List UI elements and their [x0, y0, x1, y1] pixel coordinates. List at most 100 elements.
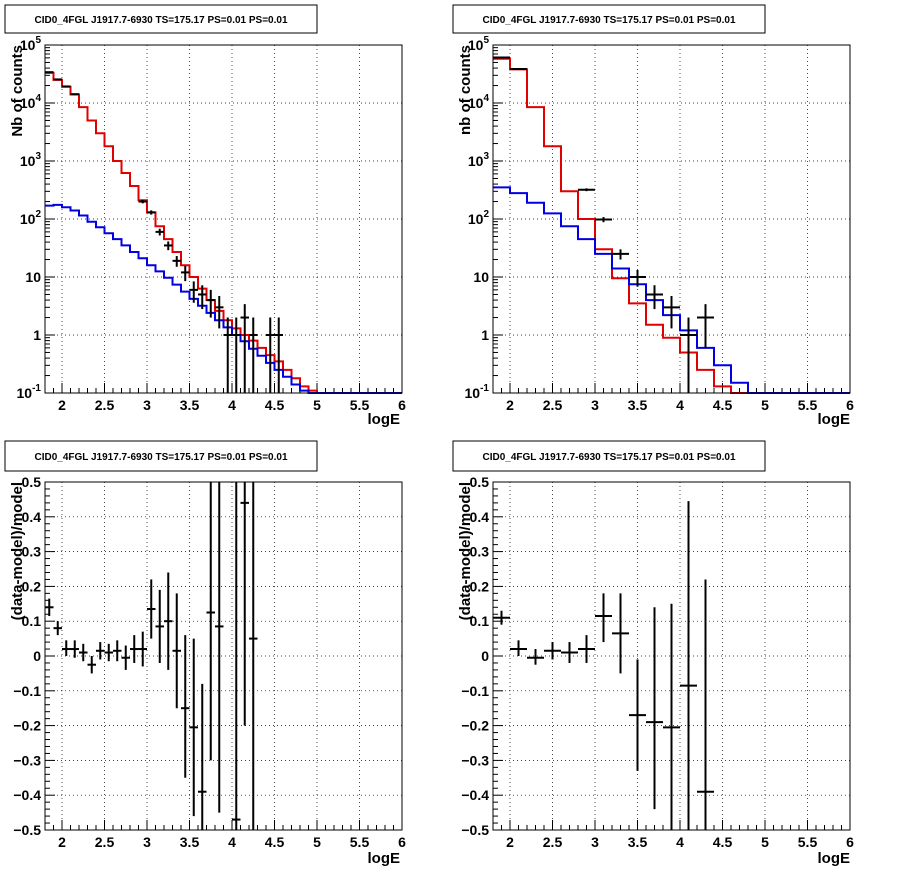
data-point — [79, 643, 88, 662]
x-tick-label: 3 — [591, 397, 599, 413]
data-point — [138, 631, 147, 667]
x-tick-label: 6 — [398, 834, 406, 850]
data-point — [527, 649, 544, 665]
x-axis-title: logE — [368, 411, 401, 428]
data-point — [113, 640, 122, 662]
title-box — [452, 440, 766, 472]
chart-title: CID0_4FGL J1917.7-6930 TS=175.17 PS=0.01… — [482, 452, 735, 463]
x-tick-label: 4.5 — [265, 834, 285, 850]
chart-title: CID0_4FGL J1917.7-6930 TS=175.17 PS=0.01… — [34, 15, 287, 26]
y-tick-label: 102 — [468, 209, 490, 227]
data-point — [223, 317, 232, 393]
data-point — [206, 289, 215, 318]
data-point — [697, 304, 714, 348]
x-tick-label: 2.5 — [95, 397, 115, 413]
y-tick-label: 103 — [20, 151, 42, 169]
y-tick-label: 10 — [25, 269, 41, 285]
y-tick-label: −0.4 — [13, 787, 41, 803]
x-tick-label: 5 — [761, 834, 769, 850]
data-point — [121, 645, 130, 670]
data-point — [646, 607, 663, 810]
data-point — [595, 593, 612, 643]
data-point — [510, 68, 527, 71]
y-tick-label: 10-1 — [17, 383, 42, 401]
x-tick-label: 4.5 — [713, 397, 733, 413]
title-box — [4, 440, 318, 472]
y-tick-label: −0.3 — [461, 752, 489, 768]
y-axis-title: (data-model)/model — [9, 482, 26, 620]
x-axis-title: logE — [818, 411, 851, 428]
data-point — [164, 572, 173, 670]
chart-title: CID0_4FGL J1917.7-6930 TS=175.17 PS=0.01… — [482, 15, 735, 26]
y-tick-label: 0.2 — [470, 578, 490, 594]
data-point — [172, 593, 181, 709]
data-point — [70, 640, 79, 658]
x-tick-label: 6 — [846, 834, 854, 850]
data-point — [138, 199, 147, 204]
data-point — [646, 285, 663, 310]
y-tick-label: 0.4 — [22, 509, 42, 525]
y-tick-label: −0.1 — [13, 683, 41, 699]
data-point — [232, 317, 241, 393]
data-point — [62, 640, 71, 656]
data-point — [70, 93, 79, 96]
model-step-line-source — [493, 186, 850, 394]
data-point — [206, 482, 215, 761]
data-point — [96, 642, 105, 660]
x-tick-label: 3.5 — [628, 834, 648, 850]
x-axis-title: logE — [368, 850, 401, 867]
data-point — [130, 635, 139, 663]
y-tick-label: 105 — [468, 35, 490, 53]
y-tick-label: 0.2 — [22, 578, 42, 594]
y-tick-label: 10 — [473, 269, 489, 285]
data-point — [147, 579, 156, 639]
x-tick-label: 2 — [506, 834, 514, 850]
y-tick-label: 104 — [468, 93, 490, 111]
data-point — [87, 656, 96, 674]
data-point — [493, 610, 510, 625]
data-point — [147, 210, 156, 215]
y-tick-label: −0.4 — [461, 787, 489, 803]
data-point — [198, 285, 207, 310]
data-point — [266, 317, 275, 393]
data-point — [181, 635, 190, 778]
y-tick-label: −0.1 — [461, 683, 489, 699]
y-tick-label: −0.5 — [461, 822, 489, 838]
data-point — [629, 659, 646, 771]
x-tick-label: 5.5 — [350, 834, 370, 850]
data-point — [663, 603, 680, 830]
x-tick-label: 5.5 — [798, 397, 818, 413]
x-tick-label: 2 — [506, 397, 514, 413]
data-point — [104, 643, 113, 662]
x-tick-label: 3 — [591, 834, 599, 850]
y-tick-label: 102 — [20, 209, 42, 227]
x-tick-label: 3.5 — [180, 397, 200, 413]
y-tick-label: 1 — [33, 327, 41, 343]
y-tick-label: 0.5 — [22, 474, 42, 490]
x-tick-label: 3 — [143, 834, 151, 850]
chart-panel-p2: CID0_4FGL J1917.7-6930 TS=175.17 PS=0.01… — [452, 4, 854, 428]
data-point — [561, 642, 578, 663]
y-tick-label: 10-1 — [465, 383, 490, 401]
x-tick-label: 4 — [228, 834, 236, 850]
plot-frame — [492, 44, 851, 394]
data-point — [155, 228, 164, 236]
y-tick-label: 0.5 — [470, 474, 490, 490]
y-tick-label: −0.5 — [13, 822, 41, 838]
data-point — [680, 501, 697, 830]
x-tick-label: 5 — [313, 834, 321, 850]
plot-frame — [492, 481, 851, 831]
data-point — [164, 241, 173, 251]
chart-panel-p1: CID0_4FGL J1917.7-6930 TS=175.17 PS=0.01… — [4, 4, 406, 428]
data-point — [232, 482, 241, 830]
data-point — [612, 593, 629, 674]
data-point — [544, 642, 561, 660]
plot-frame — [44, 44, 403, 394]
x-tick-label: 2.5 — [95, 834, 115, 850]
x-tick-label: 4 — [676, 834, 684, 850]
x-tick-label: 5.5 — [798, 834, 818, 850]
data-point — [198, 683, 207, 830]
y-tick-label: 0.1 — [22, 613, 42, 629]
y-tick-label: 103 — [468, 151, 490, 169]
y-tick-label: 0.4 — [470, 509, 490, 525]
